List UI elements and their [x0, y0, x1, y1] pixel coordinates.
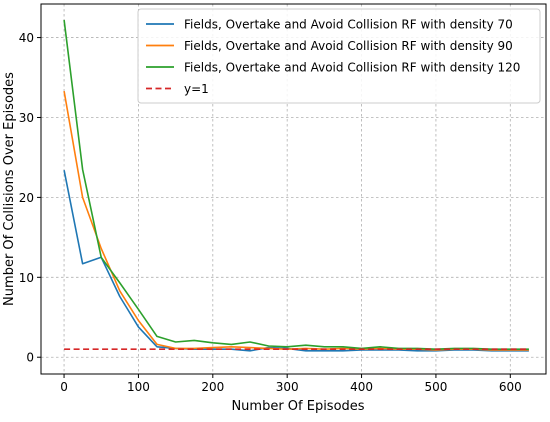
legend-label-1: Fields, Overtake and Avoid Collision RF … — [184, 18, 513, 32]
x-tick-label: 200 — [201, 380, 224, 394]
series-line-3 — [63, 19, 529, 351]
y-tick-label: 0 — [26, 351, 34, 365]
x-axis-label: Number Of Episodes — [231, 399, 364, 414]
y-axis-label: Number Of Collisions Over Episodes — [2, 72, 17, 306]
y-tick-label: 10 — [19, 271, 34, 285]
x-tick-label: 100 — [127, 380, 150, 394]
legend-label-4: y=1 — [184, 82, 209, 96]
x-tick-label: 300 — [276, 380, 299, 394]
x-tick-label: 400 — [350, 380, 373, 394]
x-axis-ticks: 0 100 200 300 400 500 600 — [60, 374, 522, 394]
x-tick-label: 0 — [60, 380, 68, 394]
y-tick-label: 20 — [19, 191, 34, 205]
x-tick-label: 600 — [499, 380, 522, 394]
y-axis-ticks: 0 10 20 30 40 — [19, 31, 41, 365]
legend-label-3: Fields, Overtake and Avoid Collision RF … — [184, 61, 520, 75]
plot-area-frame — [40, 3, 547, 375]
y-tick-label: 40 — [19, 31, 34, 45]
x-tick-label: 500 — [424, 380, 447, 394]
y-tick-label: 30 — [19, 111, 34, 125]
legend: Fields, Overtake and Avoid Collision RF … — [137, 8, 541, 104]
legend-label-2: Fields, Overtake and Avoid Collision RF … — [184, 39, 513, 53]
series-lines — [63, 19, 529, 352]
legend-box — [137, 8, 541, 104]
